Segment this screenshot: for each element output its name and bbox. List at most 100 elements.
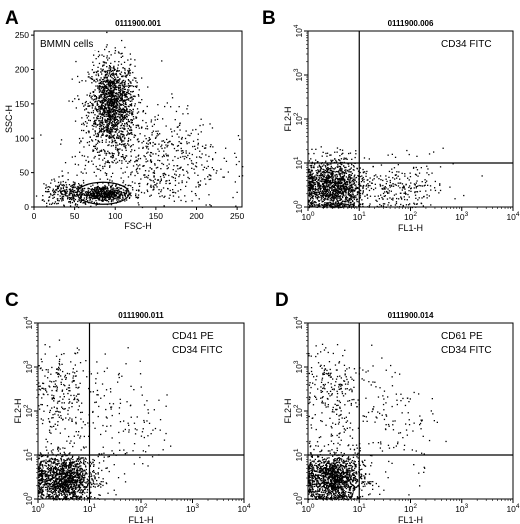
data-point: [350, 198, 353, 200]
data-point: [108, 135, 110, 137]
data-point: [310, 186, 313, 189]
data-point: [166, 165, 168, 167]
data-point: [60, 183, 62, 185]
data-point: [442, 147, 444, 149]
data-point: [121, 156, 123, 158]
data-point: [380, 164, 383, 166]
data-point: [121, 94, 123, 96]
data-point: [159, 176, 162, 178]
data-point: [122, 136, 124, 138]
data-point: [359, 195, 362, 197]
data-point: [415, 174, 418, 176]
data-point: [100, 149, 103, 151]
data-point: [128, 69, 131, 71]
data-point: [58, 488, 61, 490]
data-point: [80, 478, 83, 480]
data-point: [113, 197, 115, 200]
data-point: [113, 159, 116, 162]
data-point: [81, 185, 83, 187]
data-point: [50, 182, 52, 184]
data-point: [149, 167, 151, 169]
data-point: [194, 193, 197, 195]
data-point: [76, 174, 78, 176]
data-point: [326, 152, 329, 154]
data-point: [129, 112, 131, 114]
data-point: [71, 201, 74, 204]
data-point: [338, 190, 340, 193]
data-point: [339, 199, 341, 201]
data-point: [117, 191, 119, 193]
data-point: [120, 192, 122, 194]
data-point: [117, 113, 119, 115]
data-point: [320, 188, 322, 190]
data-point: [191, 190, 193, 193]
data-point: [340, 183, 342, 185]
data-point: [369, 195, 372, 197]
data-point: [211, 127, 214, 129]
data-point: [100, 86, 102, 88]
data-point: [345, 205, 347, 207]
data-point: [345, 187, 347, 189]
data-point: [322, 176, 325, 178]
data-point: [347, 191, 349, 193]
data-point: [404, 175, 406, 177]
data-point: [106, 83, 108, 86]
data-point: [80, 201, 82, 203]
data-point: [117, 129, 119, 131]
data-point: [62, 187, 64, 190]
data-point: [395, 193, 397, 195]
data-point: [353, 169, 355, 171]
data-point: [429, 185, 432, 187]
data-point: [172, 189, 174, 191]
data-point: [316, 194, 319, 196]
data-point: [344, 183, 347, 185]
data-point: [104, 186, 106, 189]
data-point: [342, 186, 344, 188]
data-point: [151, 132, 153, 134]
data-point: [113, 119, 115, 121]
data-point: [92, 194, 94, 196]
data-point: [124, 102, 127, 104]
data-point: [110, 74, 112, 76]
data-point: [98, 151, 100, 153]
data-point: [112, 102, 114, 104]
data-point: [336, 151, 338, 153]
data-point: [131, 91, 133, 93]
data-point: [312, 185, 314, 187]
data-point: [113, 81, 116, 83]
data-point: [77, 164, 80, 166]
data-point: [102, 112, 104, 114]
data-point: [174, 179, 177, 182]
data-point: [327, 170, 329, 172]
data-point: [109, 108, 111, 111]
data-point: [390, 190, 392, 192]
data-point: [69, 198, 71, 200]
data-point: [108, 184, 110, 186]
data-point: [104, 77, 106, 79]
data-point: [367, 197, 369, 199]
data-point: [103, 129, 105, 132]
data-point: [113, 195, 115, 197]
data-point: [53, 193, 55, 196]
data-point: [154, 164, 156, 166]
data-point: [308, 187, 310, 189]
data-point: [155, 167, 158, 169]
data-point: [97, 85, 99, 87]
data-point: [312, 190, 314, 193]
data-point: [101, 187, 103, 189]
data-point: [119, 87, 121, 89]
data-point: [332, 159, 334, 161]
data-point: [85, 203, 87, 205]
data-point: [114, 105, 117, 107]
data-point: [181, 152, 183, 155]
data-point: [117, 193, 119, 195]
data-point: [150, 152, 153, 154]
data-point: [396, 171, 398, 173]
data-point: [45, 187, 47, 189]
data-point: [158, 150, 160, 152]
data-point: [349, 176, 351, 179]
data-point: [164, 173, 166, 175]
data-point: [62, 196, 64, 198]
data-point: [115, 105, 118, 108]
data-point: [106, 55, 108, 57]
